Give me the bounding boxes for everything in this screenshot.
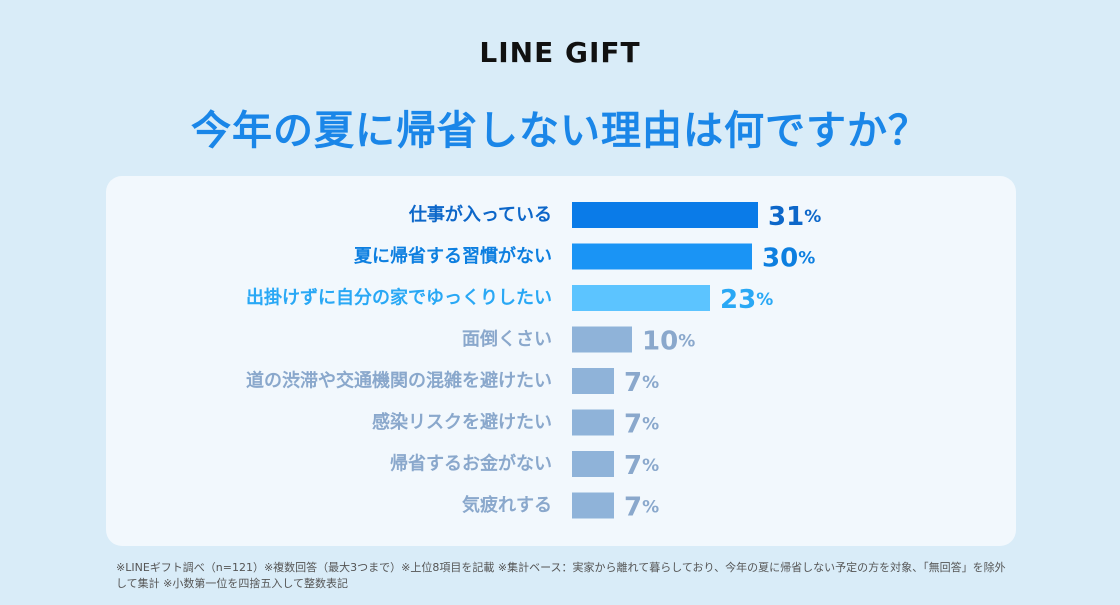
value-label: 7% xyxy=(624,451,659,481)
bar xyxy=(572,243,752,270)
value-label: 7% xyxy=(624,368,659,398)
value-label: 10% xyxy=(642,327,695,357)
value-label: 23% xyxy=(720,285,773,315)
category-label: 夏に帰省する習慣がない xyxy=(354,245,552,267)
category-label: 面倒くさい xyxy=(462,329,552,350)
chart-title: 今年の夏に帰省しない理由は何ですか？ xyxy=(191,108,929,154)
brand-logo: LINE GIFT xyxy=(479,36,641,69)
bar xyxy=(572,368,614,394)
category-label: 気疲れする xyxy=(462,494,552,516)
category-label: 帰省するお金がない xyxy=(390,453,552,475)
category-label: 仕事が入っている xyxy=(408,204,552,226)
bar-chart: 仕事が入っている 31% 夏に帰省する習慣がない 30% 出掛けずに自分の家でゆっくりし… xyxy=(246,202,821,523)
bar xyxy=(572,285,710,311)
bar xyxy=(572,326,632,353)
value-label: 7% xyxy=(624,410,659,440)
category-label: 感染リスクを避けたい xyxy=(372,411,552,433)
bar xyxy=(572,409,614,436)
value-label: 30% xyxy=(762,244,815,274)
category-label: 道の渋滞や交通機関の混雑を避けたい xyxy=(246,370,552,392)
bar xyxy=(572,202,758,228)
chart-card: 仕事が入っている 31% 夏に帰省する習慣がない 30% 出掛けずに自分の家でゆっくりし… xyxy=(106,176,1016,546)
footnote: ※LINEギフト調べ（n=121）※複数回答（最大3つまで）※上位8項目を記載 … xyxy=(116,561,1006,590)
value-label: 7% xyxy=(624,493,659,523)
bar xyxy=(572,451,614,477)
category-label: 出掛けずに自分の家でゆっくりしたい xyxy=(246,287,552,309)
value-label: 31% xyxy=(768,202,821,232)
bar xyxy=(572,492,614,519)
